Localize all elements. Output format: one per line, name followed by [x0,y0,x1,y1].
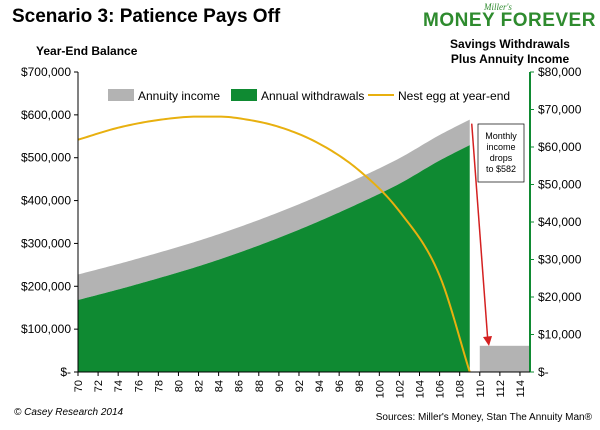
x-axis-tick-label: 92 [294,380,306,392]
x-axis-tick-label: 112 [495,380,507,398]
x-axis-tick-label: 74 [113,380,125,392]
left-axis-tick-label: $400,000 [21,194,71,208]
legend-label-withdrawals: Annual withdrawals [261,89,364,103]
right-axis-tick-label: $20,000 [538,290,582,304]
x-axis-tick-label: 106 [435,380,447,398]
right-axis-title-line-2: Plus Annuity Income [450,52,570,66]
x-axis-tick-label: 84 [214,380,226,392]
right-axis-tick-label: $50,000 [538,178,582,192]
x-axis-tick-label: 76 [133,380,145,392]
copyright-note: © Casey Research 2014 [14,407,124,418]
left-axis-title: Year-End Balance [36,44,138,58]
x-axis-tick-label: 110 [475,380,487,398]
right-axis-tick-label: $70,000 [538,103,582,117]
left-axis-tick-label: $700,000 [21,65,71,79]
right-axis-tick-label: $- [538,365,549,379]
x-axis-tick-label: 114 [515,380,527,398]
x-axis-tick-label: 96 [334,380,346,392]
left-axis-tick-label: $300,000 [21,236,71,250]
annotation-box [477,123,525,183]
annotation-text-line: income [486,142,515,152]
x-axis-tick-label: 80 [173,380,185,392]
right-axis-title: Savings Withdrawals Plus Annuity Income [430,37,590,67]
annotation-arrow-head [483,336,492,346]
annuity-only-area [479,345,530,372]
logo-millers-text: Miller's [484,2,512,12]
annuity-income-area [78,119,470,300]
x-axis-tick-label: 108 [455,380,467,398]
right-axis-tick-label: $80,000 [538,65,582,79]
nest-egg-line [77,115,471,373]
left-axis-tick-label: $600,000 [21,108,71,122]
x-axis-tick-label: 100 [374,380,386,398]
left-axis-tick-label: $200,000 [21,279,71,293]
x-axis-tick-label: 104 [415,380,427,398]
x-axis-tick-label: 70 [73,380,85,392]
annotation-text-line: drops [490,153,513,163]
x-axis-tick-label: 90 [274,380,286,392]
x-axis-tick-label: 88 [254,380,266,392]
annual-withdrawals-area [78,145,470,372]
chart-title: Scenario 3: Patience Pays Off [12,6,281,27]
left-axis-tick-label: $500,000 [21,151,71,165]
legend-label-annuity: Annuity income [138,89,220,103]
x-axis-tick-label: 82 [194,380,206,392]
x-axis-tick-label: 98 [354,380,366,392]
x-axis-tick-label: 86 [234,380,246,392]
legend-swatch-withdrawals [231,89,257,101]
x-axis-tick-label: 102 [394,380,406,398]
logo-money-forever: MONEY FOREVER [423,10,596,31]
x-axis-tick-label: 72 [93,380,105,392]
right-axis-tick-label: $40,000 [538,215,582,229]
annotation-text-line: Monthly [485,131,517,141]
x-axis-tick-label: 94 [314,380,326,392]
legend-swatch-annuity [108,89,134,101]
annotation-arrow-line [470,123,489,344]
left-axis-tick-label: $100,000 [21,322,71,336]
right-axis-title-line-1: Savings Withdrawals [450,37,570,51]
sources-note: Sources: Miller's Money, Stan The Annuit… [375,412,592,423]
right-axis-tick-label: $10,000 [538,328,582,342]
annotation-text-line: to $582 [486,164,516,174]
x-axis-tick-label: 78 [153,380,165,392]
left-axis-tick-label: $- [60,365,71,379]
right-axis-tick-label: $60,000 [538,140,582,154]
legend-label-nest-egg: Nest egg at year-end [398,89,510,103]
right-axis-tick-label: $30,000 [538,253,582,267]
